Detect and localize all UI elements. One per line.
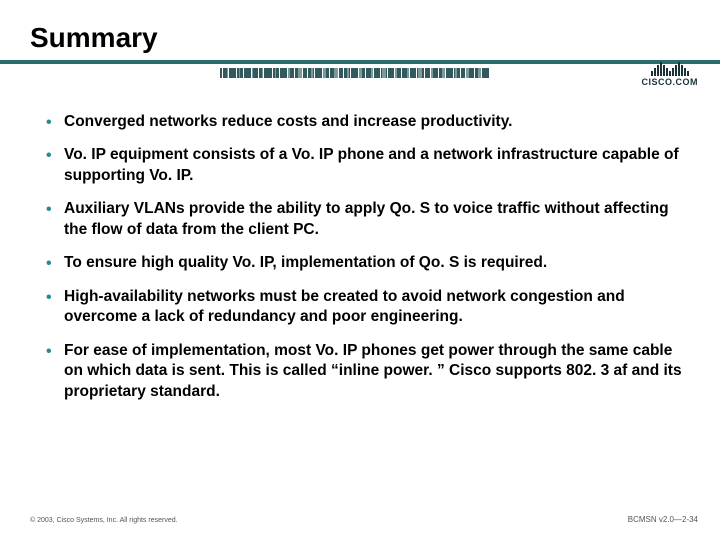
bullet-item: Converged networks reduce costs and incr…	[44, 112, 692, 132]
bullet-item: For ease of implementation, most Vo. IP …	[44, 341, 692, 402]
page-title: Summary	[30, 22, 720, 54]
bullet-item: Vo. IP equipment consists of a Vo. IP ph…	[44, 145, 692, 186]
bullet-item: To ensure high quality Vo. IP, implement…	[44, 253, 692, 273]
title-area: Summary	[0, 0, 720, 54]
bullet-item: Auxiliary VLANs provide the ability to a…	[44, 199, 692, 240]
cisco-logo-text: CISCO.COM	[641, 77, 698, 87]
footer-slide-ref: BCMSN v2.0—2-34	[628, 515, 698, 524]
cisco-logo: CISCO.COM	[641, 62, 698, 87]
barcode-graphic	[220, 68, 590, 78]
footer-copyright: © 2003, Cisco Systems, Inc. All rights r…	[30, 517, 178, 524]
footer: © 2003, Cisco Systems, Inc. All rights r…	[30, 515, 698, 524]
bullet-item: High-availability networks must be creat…	[44, 287, 692, 328]
divider-area: CISCO.COM	[0, 60, 720, 88]
slide: Summary CISCO.COM Converged networks red…	[0, 0, 720, 540]
bullet-list: Converged networks reduce costs and incr…	[44, 112, 692, 402]
content-area: Converged networks reduce costs and incr…	[0, 88, 720, 402]
cisco-bridge-icon	[651, 62, 689, 76]
divider-line	[0, 60, 720, 64]
